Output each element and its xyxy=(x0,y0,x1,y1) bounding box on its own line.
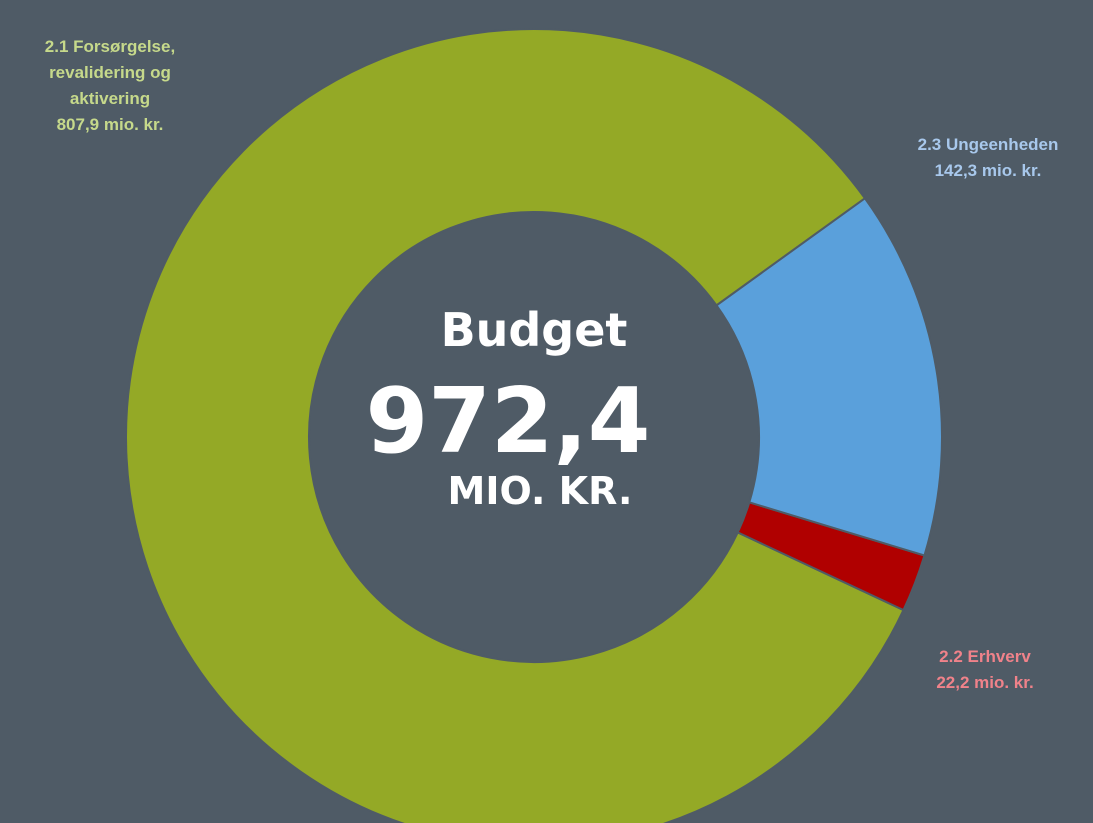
category-label: 2.2 Erhverv xyxy=(939,647,1031,666)
value-label: 142,3 mio. kr. xyxy=(934,161,1042,180)
donut-segment xyxy=(715,196,943,557)
segment-label: 2.1 Forsørgelse, revalidering og aktiver… xyxy=(20,34,200,138)
segment-label: 2.2 Erhverv 22,2 mio. kr. xyxy=(900,644,1070,696)
category-label: 2.1 Forsørgelse, revalidering og aktiver… xyxy=(44,37,176,108)
segments xyxy=(125,27,943,823)
center-title: Budget xyxy=(441,303,628,357)
value-label: 22,2 mio. kr. xyxy=(936,673,1034,692)
donut-segment xyxy=(125,27,905,823)
center-total: 972,4 xyxy=(366,369,651,474)
category-label: 2.3 Ungeenheden xyxy=(917,135,1059,154)
segment-label: 2.3 Ungeenheden 142,3 mio. kr. xyxy=(888,132,1088,184)
center-unit: MIO. KR. xyxy=(448,469,633,513)
value-label: 807,9 mio. kr. xyxy=(56,115,164,134)
